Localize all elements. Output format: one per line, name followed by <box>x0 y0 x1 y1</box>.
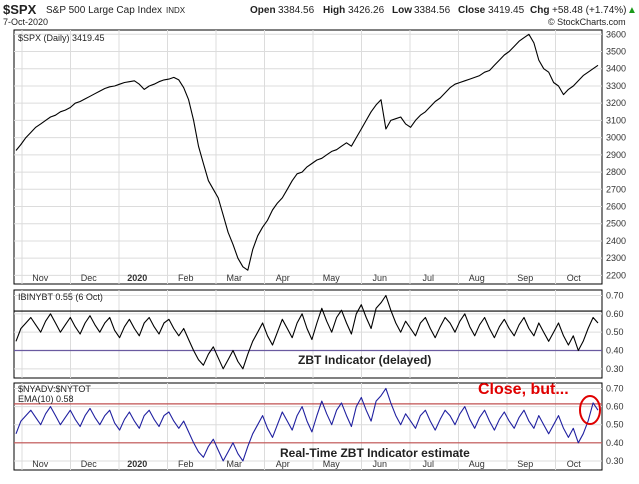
chg-label: Chg <box>530 5 549 16</box>
realtime-x-tick-label: Aug <box>469 459 485 469</box>
high-label: High <box>323 5 345 16</box>
close-value: 3419.45 <box>488 5 525 16</box>
realtime-x-tick-label: Feb <box>178 459 194 469</box>
price-x-tick-label: Jun <box>372 273 387 283</box>
price-y-tick-label: 2700 <box>606 184 626 194</box>
zbt-legend: IBINYBT 0.55 (6 Oct) <box>18 292 103 302</box>
realtime-legend-ratio: $NYADV:$NYTOT <box>18 384 91 394</box>
symbol: $SPX <box>3 2 37 17</box>
price-x-tick-label: 2020 <box>127 273 147 283</box>
price-x-tick-label: Dec <box>81 273 98 283</box>
realtime-panel-frame <box>13 382 603 471</box>
realtime-x-tick-label: Sep <box>517 459 533 469</box>
high-value: 3426.26 <box>348 5 385 16</box>
realtime-y-tick-label: 0.30 <box>606 456 624 466</box>
realtime-x-tick-label: Dec <box>81 459 98 469</box>
price-y-tick-label: 3500 <box>606 47 626 57</box>
realtime-panel-label: Real-Time ZBT Indicator estimate <box>280 446 470 460</box>
zbt-panel-label: ZBT Indicator (delayed) <box>298 353 431 367</box>
price-y-tick-label: 3000 <box>606 133 626 143</box>
price-x-tick-label: May <box>323 273 341 283</box>
price-x-tick-label: Apr <box>276 273 290 283</box>
price-x-tick-label: Aug <box>469 273 485 283</box>
price-y-tick-label: 2600 <box>606 202 626 212</box>
zbt-y-tick-label: 0.40 <box>606 346 624 356</box>
price-x-tick-label: Mar <box>227 273 243 283</box>
realtime-x-tick-label: Jul <box>422 459 434 469</box>
index-name: S&P 500 Large Cap Index <box>46 5 162 16</box>
series-lines <box>15 33 599 462</box>
price-y-tick-label: 2400 <box>606 236 626 246</box>
realtime-series-line <box>15 387 599 462</box>
chg-up-arrow-icon: ▲ <box>627 5 637 16</box>
price-y-tick-label: 3300 <box>606 81 626 91</box>
realtime-x-tick-label: Nov <box>32 459 49 469</box>
chart-date: 7-Oct-2020 <box>3 17 48 27</box>
price-y-tick-label: 3100 <box>606 115 626 125</box>
watermark: © StockCharts.com <box>548 17 626 27</box>
zbt-panel-frame <box>13 289 603 379</box>
price-y-tick-label: 2200 <box>606 270 626 280</box>
price-panel-frame <box>13 29 603 285</box>
realtime-y-tick-label: 0.70 <box>606 383 624 393</box>
zbt-y-tick-label: 0.30 <box>606 364 624 374</box>
realtime-x-tick-label: May <box>323 459 341 469</box>
realtime-y-tick-label: 0.50 <box>606 420 624 430</box>
highlight-circle <box>579 395 601 425</box>
exchange-label: INDX <box>166 6 186 15</box>
price-series-line <box>15 33 599 271</box>
price-x-tick-label: Oct <box>567 273 582 283</box>
price-x-tick-label: Nov <box>32 273 49 283</box>
low-value: 3384.56 <box>414 5 451 16</box>
price-x-tick-label: Jul <box>422 273 434 283</box>
realtime-legend-ema: EMA(10) 0.58 <box>18 394 74 404</box>
price-y-tick-label: 3400 <box>606 64 626 74</box>
realtime-y-tick-label: 0.40 <box>606 438 624 448</box>
zbt-y-tick-label: 0.50 <box>606 327 624 337</box>
price-y-tick-label: 2300 <box>606 253 626 263</box>
realtime-x-tick-label: Jun <box>372 459 387 469</box>
price-y-tick-label: 3200 <box>606 98 626 108</box>
zbt-series-line <box>15 294 599 370</box>
realtime-x-tick-label: Mar <box>227 459 243 469</box>
chg-value: +58.48 (+1.74%) <box>552 5 627 16</box>
price-y-tick-label: 2900 <box>606 150 626 160</box>
price-y-tick-label: 2500 <box>606 219 626 229</box>
zbt-y-tick-label: 0.70 <box>606 291 624 301</box>
price-x-tick-label: Sep <box>517 273 533 283</box>
zbt-y-tick-label: 0.60 <box>606 309 624 319</box>
price-y-tick-label: 3600 <box>606 29 626 39</box>
realtime-x-tick-label: 2020 <box>127 459 147 469</box>
price-x-tick-label: Feb <box>178 273 194 283</box>
realtime-x-tick-label: Oct <box>567 459 582 469</box>
open-value: 3384.56 <box>278 5 315 16</box>
realtime-x-tick-label: Apr <box>276 459 290 469</box>
tick-labels: 2200 2300 2400 2500 2600 2700 2800 2900 3000 3100… <box>32 29 626 469</box>
price-legend: $SPX (Daily) 3419.45 <box>18 33 105 43</box>
close-but-annotation: Close, but... <box>478 381 569 398</box>
low-label: Low <box>392 5 412 16</box>
close-label: Close <box>458 5 486 16</box>
threshold-lines <box>14 310 602 444</box>
open-label: Open <box>250 5 276 16</box>
realtime-y-tick-label: 0.60 <box>606 402 624 412</box>
price-y-tick-label: 2800 <box>606 167 626 177</box>
